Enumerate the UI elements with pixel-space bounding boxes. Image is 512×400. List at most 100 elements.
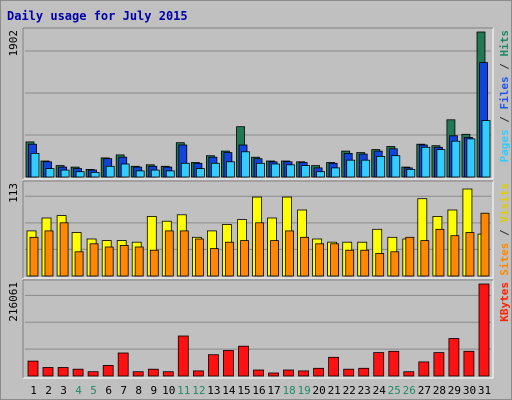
- bar-sites-day-20: [315, 243, 325, 277]
- x-tick-label: 17: [267, 384, 280, 397]
- bar-sites-day-22: [345, 249, 355, 277]
- bar-kbytes-day-11: [177, 335, 189, 377]
- bar-pages-day-27: [421, 146, 431, 178]
- bar-sites-day-4: [74, 251, 84, 277]
- x-tick-label: 27: [418, 384, 431, 397]
- bar-kbytes-day-28: [433, 352, 445, 377]
- x-tick-label: 21: [328, 384, 341, 397]
- panel-bottom-legend: KBytes: [498, 282, 511, 322]
- bar-pages-day-31: [481, 120, 491, 178]
- x-tick-label: 22: [343, 384, 356, 397]
- legend-entry: KBytes: [498, 282, 511, 322]
- bar-kbytes-day-1: [27, 360, 39, 377]
- bar-sites-day-23: [360, 249, 370, 277]
- bar-pages-day-25: [391, 155, 401, 178]
- bar-sites-day-24: [375, 253, 385, 277]
- bar-kbytes-day-19: [298, 370, 310, 377]
- bar-pages-day-30: [466, 138, 476, 178]
- bar-pages-day-19: [301, 165, 311, 178]
- bar-sites-day-17: [270, 240, 279, 277]
- bar-sites-day-1: [29, 236, 39, 277]
- x-tick-label: 2: [45, 384, 52, 397]
- bar-kbytes-day-16: [253, 369, 264, 377]
- x-tick-label: 15: [237, 384, 250, 397]
- bar-kbytes-day-6: [102, 364, 114, 377]
- bar-kbytes-day-4: [72, 368, 84, 377]
- bar-sites-day-13: [209, 248, 219, 277]
- x-tick-label: 13: [207, 384, 220, 397]
- bar-pages-day-11: [180, 162, 190, 178]
- bar-sites-day-27: [420, 240, 430, 277]
- bar-kbytes-day-7: [117, 352, 129, 377]
- x-tick-label: 16: [252, 384, 265, 397]
- bar-sites-day-9: [149, 249, 159, 277]
- bar-kbytes-day-24: [373, 352, 385, 377]
- bar-pages-day-8: [135, 170, 145, 178]
- bar-sites-day-11: [179, 230, 189, 277]
- bar-sites-day-12: [194, 238, 204, 277]
- bar-sites-day-3: [59, 222, 69, 277]
- bar-sites-day-29: [450, 235, 460, 277]
- bar-pages-day-16: [256, 162, 265, 178]
- bar-kbytes-day-9: [147, 368, 159, 377]
- bar-kbytes-day-25: [388, 350, 400, 377]
- legend-entry: /: [498, 57, 511, 77]
- panel-top-legend: Pages / Files / Hits: [498, 30, 511, 163]
- panel-middle-ymax-label: 113: [7, 183, 20, 203]
- bar-sites-day-8: [134, 246, 144, 277]
- chart-title: Daily usage for July 2015: [7, 9, 188, 23]
- bar-sites-day-16: [255, 222, 264, 277]
- bar-kbytes-day-20: [313, 367, 325, 377]
- bar-kbytes-day-29: [448, 338, 460, 377]
- bar-pages-day-20: [316, 171, 326, 178]
- x-tick-label: 24: [373, 384, 387, 397]
- bar-pages-day-6: [105, 165, 115, 178]
- bar-pages-day-9: [150, 169, 160, 178]
- bar-kbytes-day-17: [268, 372, 279, 377]
- bar-sites-day-14: [224, 241, 234, 277]
- x-tick-label: 1: [30, 384, 37, 397]
- x-tick-label: 11: [177, 384, 190, 397]
- bar-pages-day-26: [406, 168, 416, 178]
- bar-sites-day-15: [240, 240, 249, 277]
- bar-pages-day-24: [376, 155, 386, 178]
- bar-sites-day-10: [164, 230, 174, 277]
- bar-kbytes-day-31: [478, 283, 490, 377]
- bar-pages-day-7: [120, 163, 130, 178]
- x-tick-label: 19: [297, 384, 310, 397]
- panel-top-plot: [22, 27, 494, 180]
- bar-pages-day-2: [45, 168, 55, 178]
- bar-kbytes-day-2: [42, 367, 54, 377]
- bar-sites-day-25: [390, 251, 400, 277]
- panel-bottom-ymax-label: 216061: [7, 282, 20, 322]
- bar-kbytes-day-26: [403, 371, 415, 377]
- bar-sites-day-21: [330, 243, 340, 277]
- bar-sites-day-26: [405, 236, 415, 277]
- bar-sites-day-2: [44, 230, 54, 277]
- bar-pages-day-4: [75, 171, 85, 178]
- x-tick-label: 6: [105, 384, 112, 397]
- bar-pages-day-5: [90, 171, 100, 178]
- bar-sites-day-18: [285, 230, 294, 277]
- bar-kbytes-day-30: [463, 350, 475, 377]
- x-tick-label: 18: [282, 384, 295, 397]
- bar-pages-day-3: [60, 169, 70, 178]
- bar-pages-day-15: [241, 151, 250, 178]
- bar-kbytes-day-3: [57, 367, 69, 377]
- bar-sites-day-19: [300, 236, 310, 277]
- x-tick-label: 8: [135, 384, 142, 397]
- x-tick-label: 29: [448, 384, 461, 397]
- panel-top-ymax-label: 1902: [7, 30, 20, 57]
- legend-entry: Visits: [498, 183, 511, 223]
- bar-pages-day-1: [30, 152, 40, 178]
- bar-sites-day-31: [480, 212, 490, 277]
- legend-entry: /: [498, 223, 511, 243]
- bar-pages-day-22: [346, 159, 356, 178]
- bar-sites-day-30: [465, 232, 475, 277]
- bar-kbytes-day-14: [222, 350, 234, 377]
- bar-kbytes-day-13: [207, 354, 219, 377]
- legend-entry: Sites: [498, 243, 511, 276]
- bar-kbytes-day-10: [162, 371, 174, 377]
- panel-middle-legend: Sites / Visits: [498, 183, 511, 276]
